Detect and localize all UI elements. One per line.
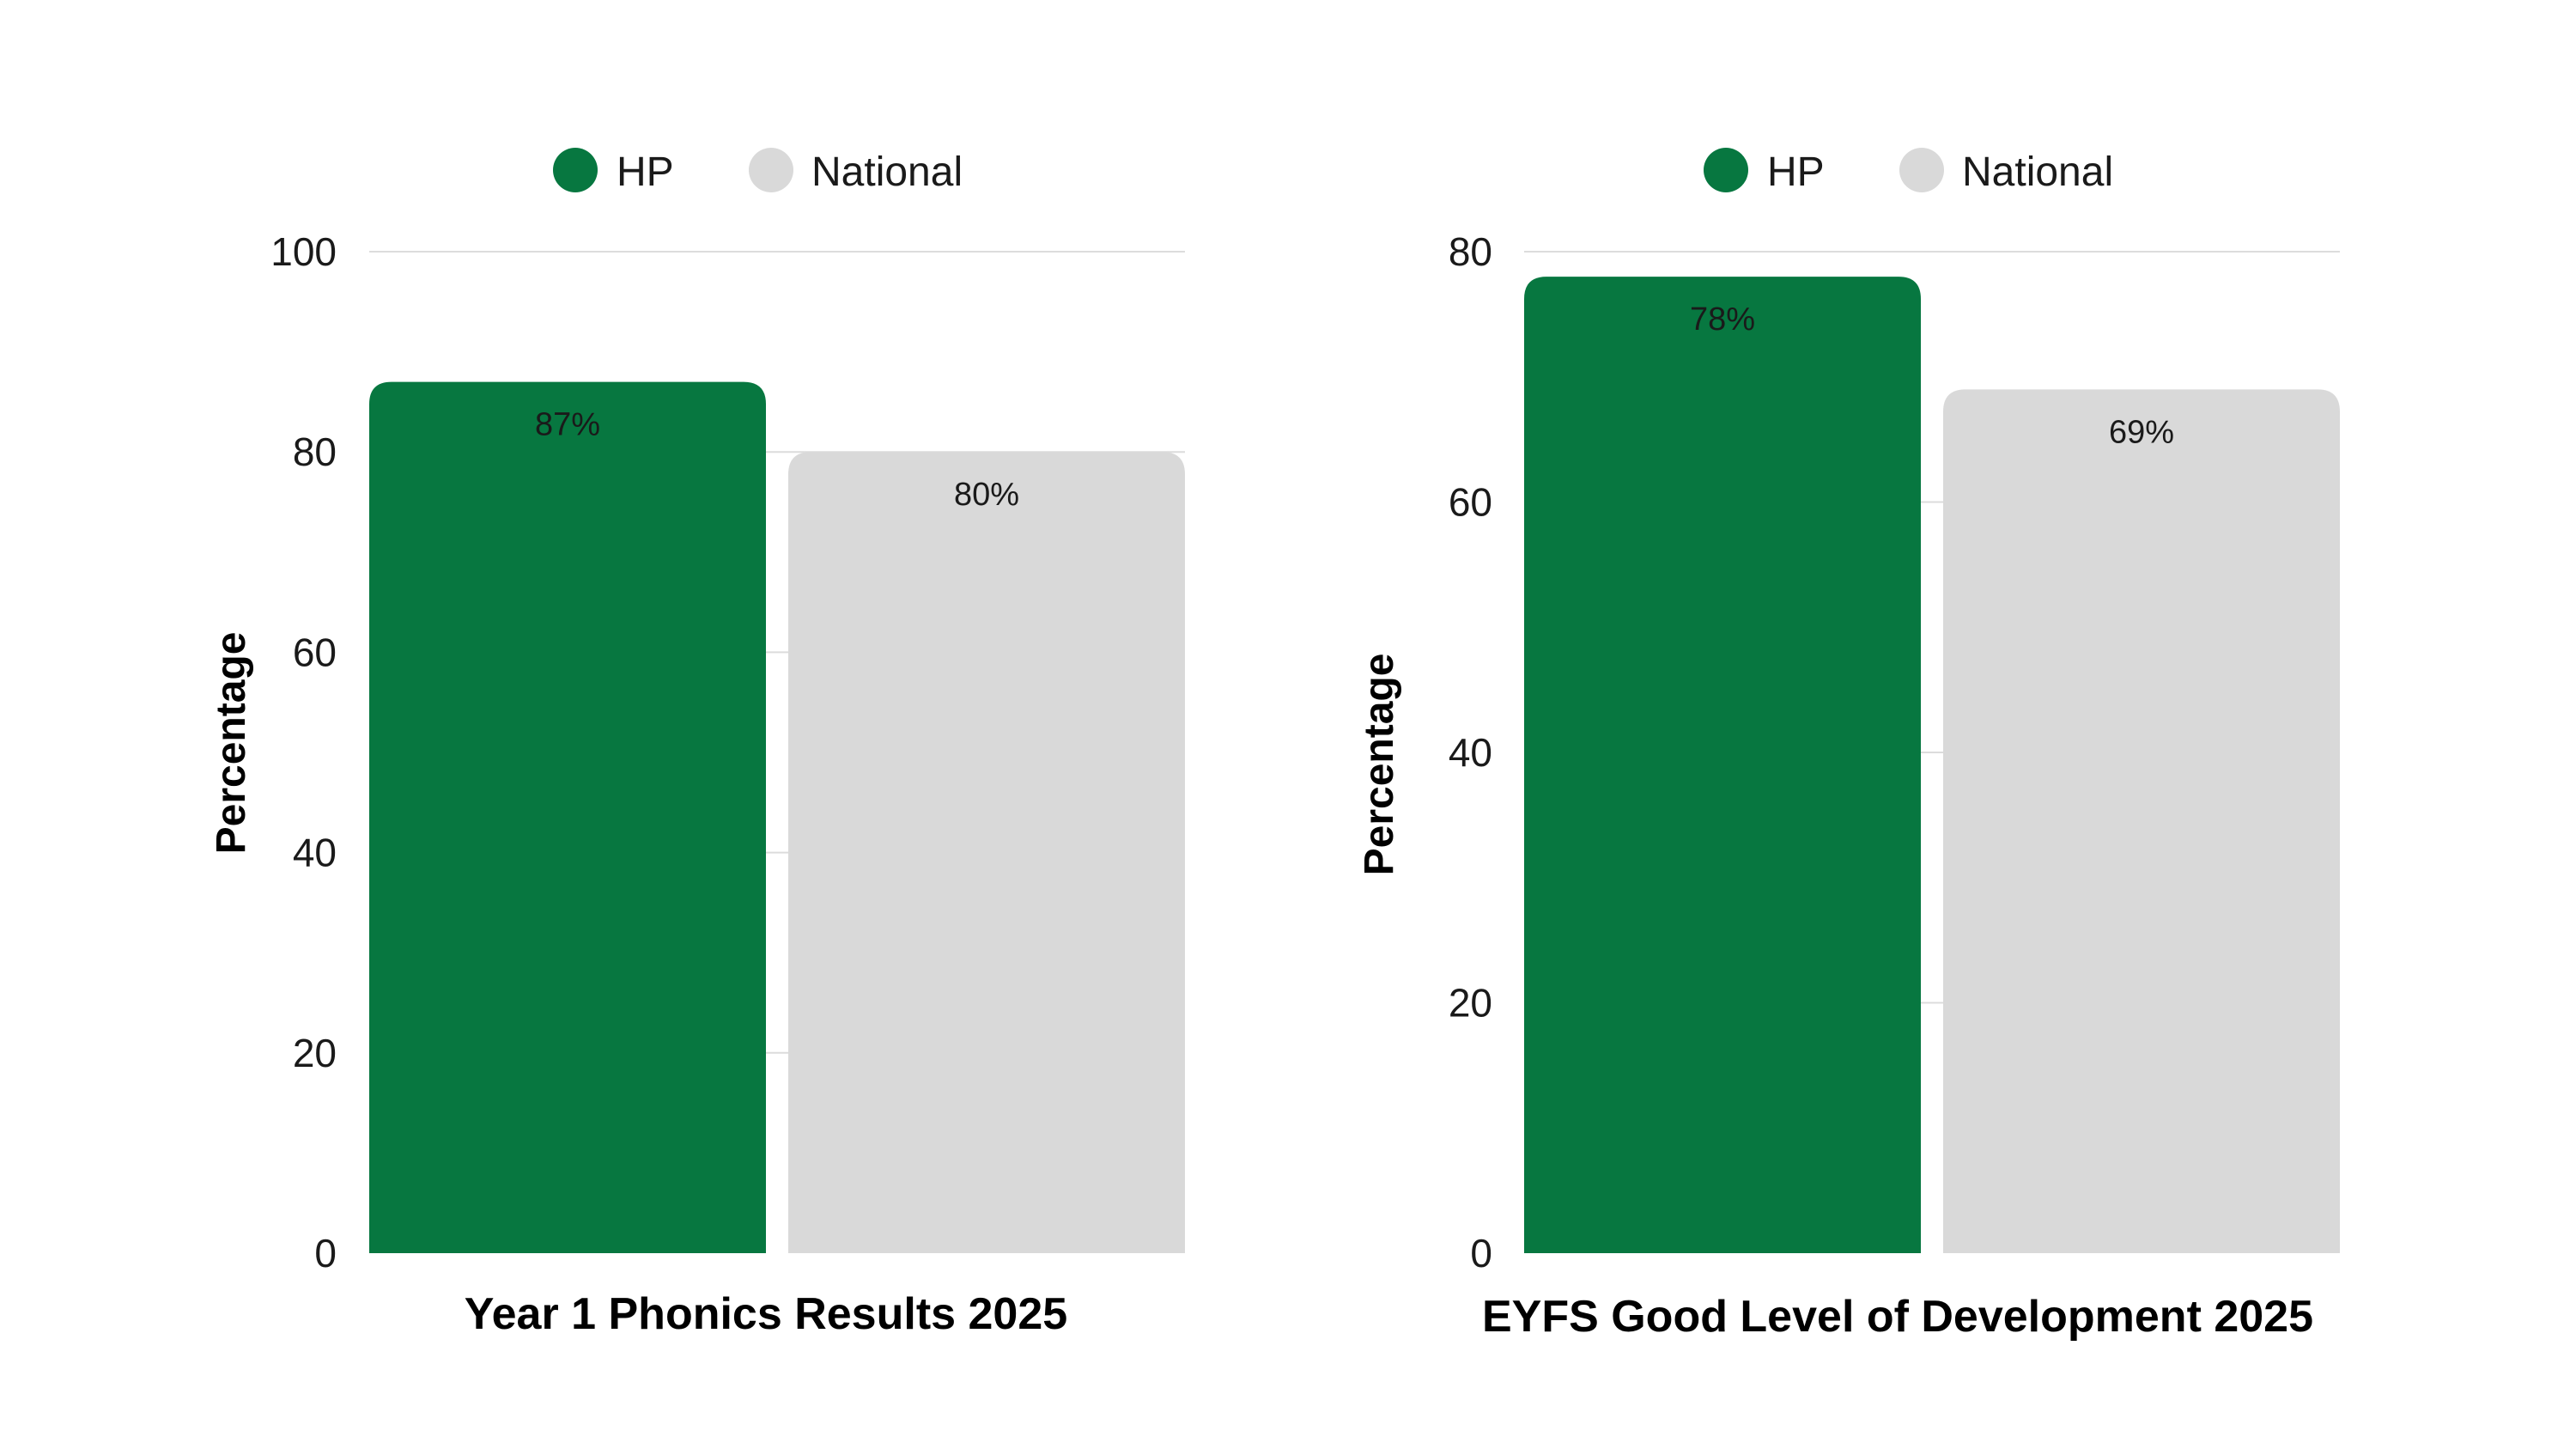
y-tick-label: 60 [1449, 480, 1492, 525]
legend: HP National [1704, 148, 2113, 195]
bars [369, 381, 1185, 1254]
bar-hp [1524, 277, 1921, 1253]
data-label-hp: 78% [1690, 301, 1755, 338]
y-axis-label: Percentage [209, 632, 254, 855]
data-labels: 78% 69% [1690, 301, 2174, 450]
legend-label-national: National [1962, 149, 2113, 195]
y-tick-label: 40 [1449, 730, 1492, 775]
y-axis-label: Percentage [1357, 654, 1402, 876]
data-labels: 87% 80% [535, 407, 1019, 514]
legend-label-hp: HP [1767, 149, 1825, 195]
legend-label-hp: HP [617, 149, 674, 195]
legend-marker-national [749, 148, 793, 192]
y-tick-label: 80 [1449, 229, 1492, 274]
y-tick-label: 0 [314, 1231, 337, 1275]
data-label-national: 69% [2109, 414, 2174, 450]
y-tick-label: 40 [293, 831, 337, 875]
y-tick-label: 80 [293, 429, 337, 474]
data-label-hp: 87% [535, 407, 600, 443]
bar-hp [369, 381, 766, 1254]
y-tick-label: 0 [1470, 1231, 1492, 1275]
legend-marker-hp [553, 148, 598, 192]
y-tick-label: 20 [293, 1031, 337, 1075]
y-tick-label: 60 [293, 630, 337, 674]
y-tick-label: 20 [1449, 981, 1492, 1026]
x-axis-label: EYFS Good Level of Development 2025 [1482, 1292, 2313, 1342]
chart-year1-phonics: HP National 0 20 40 60 80 100 87% 80% Percenta… [209, 148, 1185, 1339]
y-axis-ticks: 0 20 40 60 80 [1449, 229, 1492, 1275]
y-axis-ticks: 0 20 40 60 80 100 [270, 229, 337, 1275]
bar-national [1943, 389, 2340, 1253]
bars [1524, 277, 2340, 1253]
bar-national [788, 452, 1185, 1253]
legend-label-national: National [811, 149, 963, 195]
data-label-national: 80% [954, 477, 1019, 513]
y-tick-label: 100 [270, 229, 337, 274]
legend-marker-hp [1704, 148, 1748, 192]
x-axis-label: Year 1 Phonics Results 2025 [465, 1289, 1067, 1339]
legend-marker-national [1899, 148, 1944, 192]
legend: HP National [553, 148, 963, 195]
